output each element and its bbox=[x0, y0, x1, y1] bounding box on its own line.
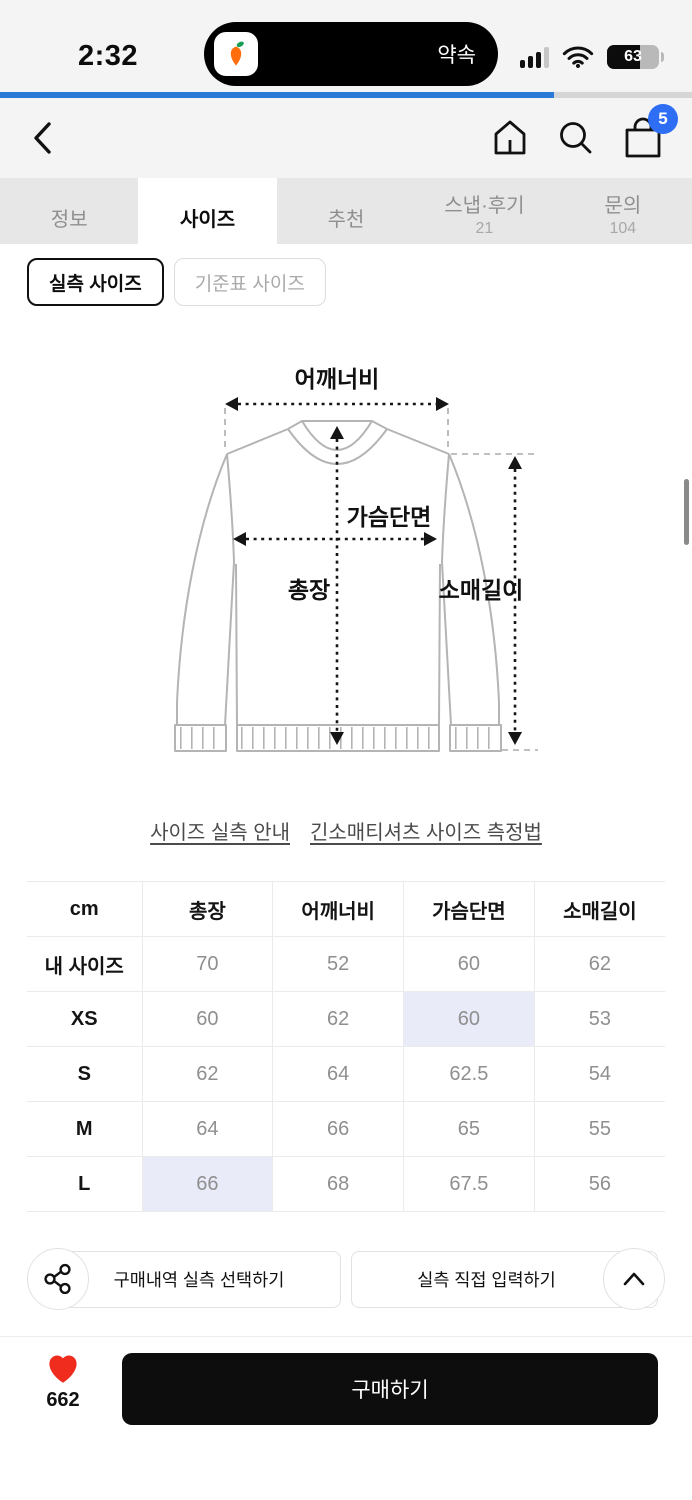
chevron-left-icon bbox=[34, 122, 51, 154]
scrollbar-thumb[interactable] bbox=[684, 479, 689, 545]
sweatshirt-outline bbox=[174, 420, 502, 752]
label-sleeve-length: 소매길이 bbox=[439, 577, 524, 603]
size-table-header-row: cm 총장 어깨너비 가슴단면 소매길이 bbox=[27, 881, 665, 937]
battery-icon: 63 bbox=[607, 45, 664, 69]
size-tab-content: 실측 사이즈 기준표 사이즈 bbox=[0, 244, 692, 1310]
share-icon bbox=[44, 1263, 71, 1295]
measure-arrows bbox=[238, 402, 517, 732]
status-indicators: 63 bbox=[520, 44, 664, 70]
measured-size-toggle[interactable]: 실측 사이즈 bbox=[27, 258, 164, 306]
chevron-up-icon bbox=[623, 1272, 645, 1286]
like-count: 662 bbox=[46, 1389, 80, 1411]
guide-lines bbox=[224, 408, 538, 751]
tab-inquiries[interactable]: 문의 104 bbox=[604, 194, 642, 237]
tab-inquiries-count: 104 bbox=[609, 219, 637, 237]
col-total-length: 총장 bbox=[141, 881, 273, 937]
tab-bar: 정보 사이즈 추천 스냅·후기 21 문의 104 bbox=[0, 178, 692, 244]
home-button[interactable] bbox=[490, 117, 530, 159]
table-row-s[interactable]: S 62 64 62.5 54 bbox=[27, 1046, 665, 1102]
karrot-app-icon bbox=[214, 32, 258, 76]
tab-info[interactable]: 정보 bbox=[50, 208, 88, 231]
purchase-history-measure-button[interactable]: 구매내역 실측 선택하기 bbox=[57, 1251, 341, 1308]
col-sleeve: 소매길이 bbox=[533, 881, 665, 937]
dynamic-island[interactable]: 약속 bbox=[204, 22, 498, 86]
like-button[interactable]: 662 bbox=[27, 1351, 99, 1412]
label-total-length: 총장 bbox=[288, 577, 330, 603]
tab-snap-reviews[interactable]: 스냅·후기 21 bbox=[444, 194, 525, 237]
home-icon bbox=[494, 120, 526, 155]
heart-icon bbox=[49, 1355, 77, 1383]
clock: 2:32 bbox=[78, 40, 139, 72]
arrow-heads bbox=[225, 397, 522, 745]
cart-badge: 5 bbox=[648, 104, 678, 134]
size-table: cm 총장 어깨너비 가슴단면 소매길이 내 사이즈 70 52 60 62 X… bbox=[27, 881, 665, 1212]
cart-button[interactable]: 5 bbox=[622, 104, 678, 160]
back-button[interactable] bbox=[28, 116, 58, 160]
label-chest-width: 가슴단면 bbox=[347, 504, 432, 530]
col-shoulder: 어깨너비 bbox=[272, 881, 404, 937]
table-row-l[interactable]: L 66 68 67.5 56 bbox=[27, 1156, 665, 1212]
battery-percent: 63 bbox=[624, 48, 642, 65]
col-chest: 가슴단면 bbox=[403, 881, 535, 937]
highlighted-cell: 60 bbox=[403, 991, 535, 1047]
purchase-bar: 662 구매하기 bbox=[0, 1336, 692, 1500]
buy-button[interactable]: 구매하기 bbox=[122, 1353, 658, 1425]
status-bar: 2:32 약속 63 bbox=[0, 0, 692, 92]
navbar: 5 bbox=[0, 98, 692, 178]
col-unit: cm bbox=[27, 881, 142, 937]
table-row-xs[interactable]: XS 60 62 60 53 bbox=[27, 991, 665, 1047]
island-activity-label: 약속 bbox=[437, 44, 476, 67]
share-button[interactable] bbox=[27, 1248, 89, 1310]
tab-snap-reviews-count: 21 bbox=[475, 219, 494, 237]
label-shoulder-width: 어깨너비 bbox=[295, 366, 380, 392]
size-type-toggle-group: 실측 사이즈 기준표 사이즈 bbox=[0, 244, 692, 306]
measure-actions: 구매내역 실측 선택하기 실측 직접 입력하기 bbox=[0, 1248, 692, 1310]
garment-measurement-diagram: 어깨너비 가슴단면 총장 소매길이 bbox=[174, 366, 538, 752]
battery-fill bbox=[607, 45, 640, 69]
table-row-m[interactable]: M 64 66 65 55 bbox=[27, 1101, 665, 1157]
page-load-progress-track bbox=[0, 92, 692, 98]
tab-size[interactable]: 사이즈 bbox=[138, 178, 277, 244]
size-measure-guide-link[interactable]: 사이즈 실측 안내 bbox=[150, 822, 290, 844]
highlighted-cell: 66 bbox=[141, 1156, 273, 1212]
page-load-progress-fill bbox=[0, 92, 554, 98]
tab-recommend[interactable]: 추천 bbox=[327, 208, 365, 231]
signal-icon bbox=[520, 46, 549, 68]
table-row-my-size[interactable]: 내 사이즈 70 52 60 62 bbox=[27, 936, 665, 992]
search-button[interactable] bbox=[556, 117, 596, 159]
wifi-icon bbox=[562, 46, 594, 69]
collapse-button[interactable] bbox=[603, 1248, 665, 1310]
search-icon bbox=[560, 122, 592, 154]
longsleeve-measure-method-link[interactable]: 긴소매티셔츠 사이즈 측정법 bbox=[310, 822, 542, 844]
measurement-guide-links: 사이즈 실측 안내 긴소매티셔츠 사이즈 측정법 bbox=[0, 816, 692, 845]
standard-size-toggle[interactable]: 기준표 사이즈 bbox=[173, 258, 326, 306]
